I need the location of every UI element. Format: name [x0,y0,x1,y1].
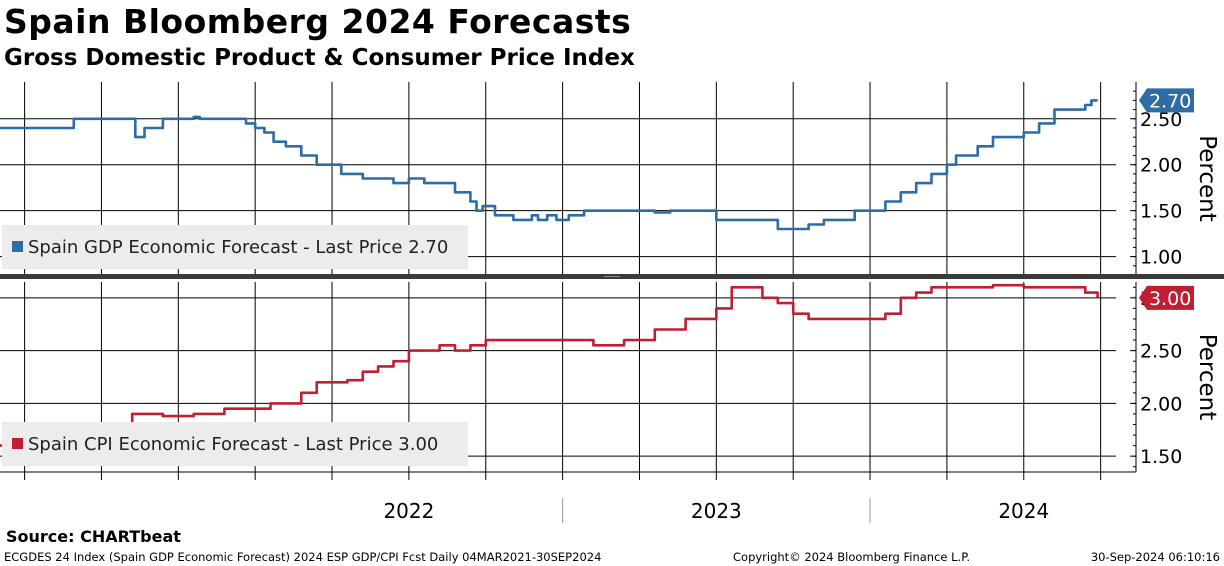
y-axis-title: Percent [1194,135,1220,222]
last-value-label: 3.00 [1149,288,1191,310]
y-tick-label: 2.50 [1140,341,1182,363]
page-subtitle: Gross Domestic Product & Consumer Price … [4,45,635,71]
y-tick-label: 2.00 [1140,155,1182,177]
x-year-label: 2022 [383,499,434,523]
y-tick-label: 2.00 [1140,393,1182,415]
legend-label: Spain GDP Economic Forecast - Last Price… [28,237,448,258]
last-value-tag [1139,88,1194,113]
x-year-label: 2024 [998,499,1049,523]
ticker-info: ECGDES 24 Index (Spain GDP Economic Fore… [4,550,602,564]
legend-label: Spain CPI Economic Forecast - Last Price… [28,434,438,455]
cpi-series-line [0,283,1099,447]
last-value-tag [1139,285,1194,310]
legend-swatch [12,241,23,252]
copyright-text: Copyright© 2024 Bloomberg Finance L.P. [733,550,970,564]
source-label: Source: CHARTbeat [6,527,181,546]
legend-box [2,422,468,466]
page-title: Spain Bloomberg 2024 Forecasts [4,2,632,41]
x-year-label: 2023 [691,499,742,523]
last-value-label: 2.70 [1149,90,1191,112]
y-tick-label: 1.00 [1140,247,1182,269]
legend-swatch [12,438,23,449]
legend-box [2,225,468,269]
timestamp: 30-Sep-2024 06:10:16 [1090,550,1220,564]
y-tick-label: 1.50 [1140,201,1182,223]
gdp-series-line [0,99,1098,231]
y-tick-label: 2.50 [1140,109,1182,131]
y-tick-label: 1.50 [1140,446,1182,468]
y-axis-title: Percent [1194,334,1220,421]
